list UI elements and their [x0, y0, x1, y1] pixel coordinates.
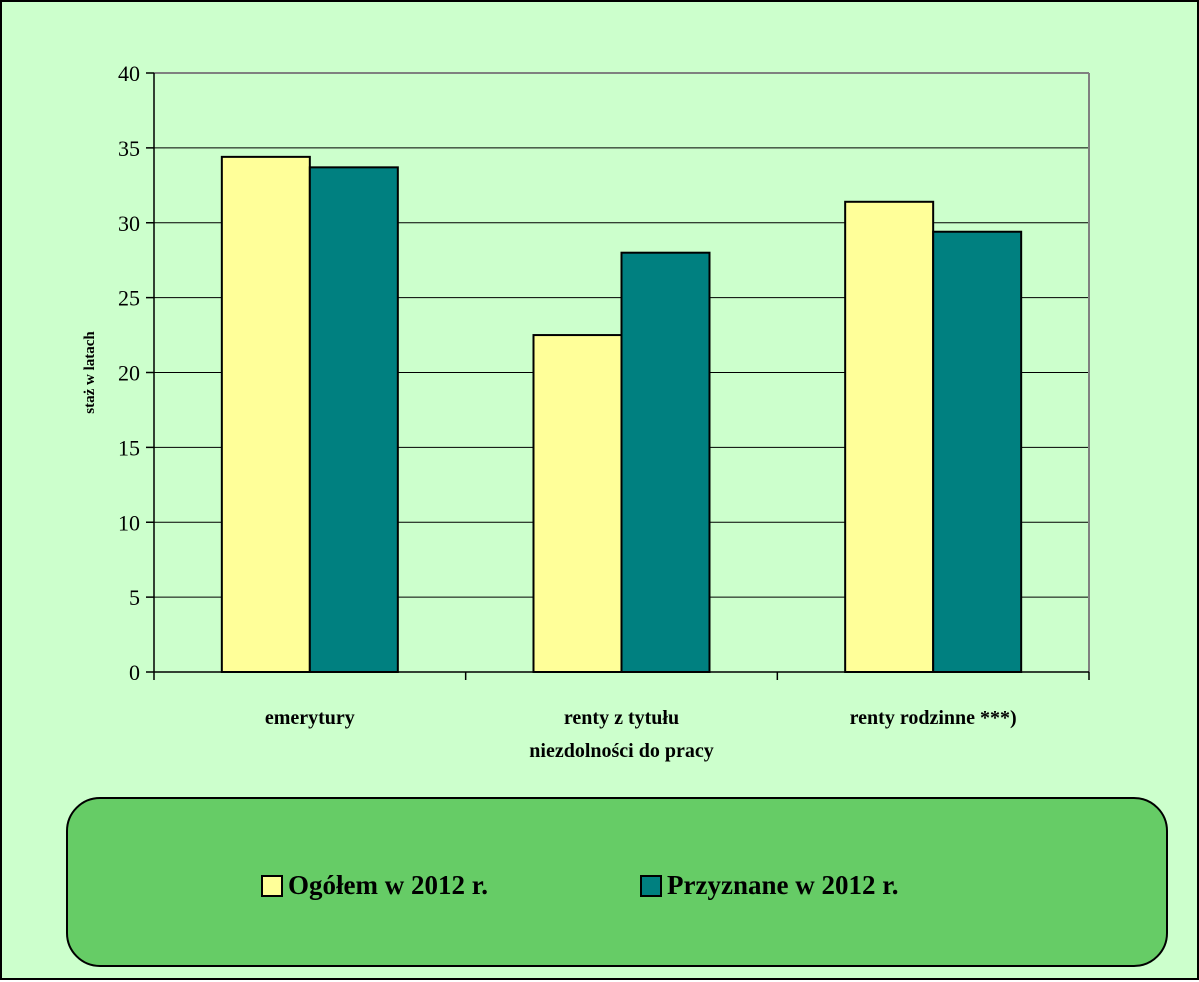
legend-label-przyznane: Przyznane w 2012 r. — [667, 870, 899, 900]
x-category-label-line: emerytury — [265, 707, 355, 729]
y-tick-label: 10 — [118, 510, 140, 535]
y-tick-label: 35 — [118, 136, 140, 161]
x-category-label: emerytury — [265, 707, 355, 729]
y-tick-label: 20 — [118, 361, 140, 386]
y-tick-label: 25 — [118, 286, 140, 311]
bar-ogolem-2 — [844, 200, 935, 673]
legend-swatch-ogolem — [261, 874, 283, 897]
x-category-label-line: renty z tytułu — [564, 707, 679, 729]
y-axis-label: staż w latach — [82, 331, 98, 414]
legend-swatch-przyznane — [640, 874, 662, 897]
bar-ogolem-1 — [532, 334, 623, 673]
y-tick-label: 5 — [129, 585, 140, 610]
y-tick-label: 15 — [118, 435, 140, 460]
legend: Ogółem w 2012 r. Przyznane w 2012 r. — [66, 797, 1168, 967]
legend-item-ogolem: Ogółem w 2012 r. — [261, 870, 488, 901]
bar-przyznane-1 — [620, 251, 711, 673]
y-tick-label: 40 — [118, 61, 140, 86]
x-category-label: renty z tytułu niezdolności do pracy — [529, 707, 713, 762]
x-category-label-line: niezdolności do pracy — [529, 740, 713, 762]
y-tick-label: 0 — [129, 660, 140, 685]
bar-ogolem-0 — [220, 155, 311, 674]
legend-label-ogolem: Ogółem w 2012 r. — [288, 870, 488, 900]
legend-item-przyznane: Przyznane w 2012 r. — [640, 870, 898, 901]
bar-przyznane-2 — [932, 230, 1023, 674]
y-tick-label: 30 — [118, 211, 140, 236]
x-category-label: renty rodzinne ***) — [850, 707, 1017, 729]
bar-przyznane-0 — [308, 166, 399, 673]
x-category-label-line: renty rodzinne ***) — [850, 707, 1017, 729]
